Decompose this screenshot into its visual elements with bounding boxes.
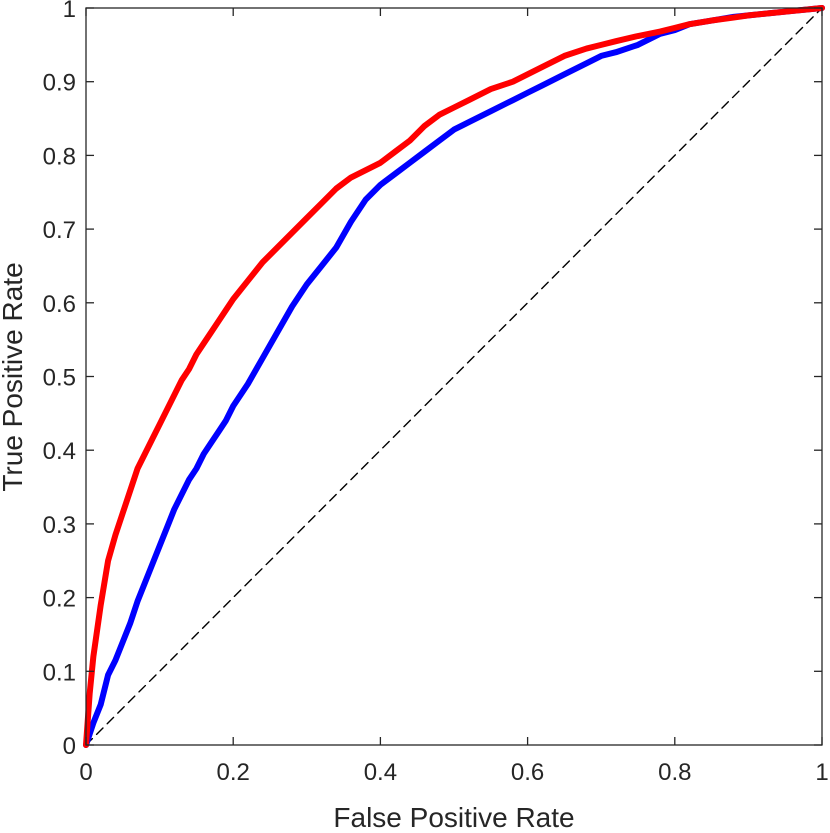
x-tick-label: 0.4	[364, 759, 397, 786]
x-tick-label: 0.8	[658, 759, 691, 786]
blue-roc-curve	[83, 5, 825, 748]
y-axis-label: True Positive Rate	[0, 262, 28, 491]
ticks-layer: 0 0.2 0.4 0.6 0.8 1 0 0.1 0.2 0.3 0.4 0.5 0.6 0.7 0.8 0…	[43, 0, 829, 786]
y-tick-label: 0.9	[43, 70, 76, 97]
y-tick-label: 0.7	[43, 217, 76, 244]
y-tick-label: 0.4	[43, 438, 76, 465]
y-tick-label: 0.1	[43, 659, 76, 686]
series-layer	[83, 5, 825, 748]
y-tick-label: 0	[63, 733, 76, 760]
x-tick-label: 0.6	[511, 759, 544, 786]
y-tick-label: 0.6	[43, 291, 76, 318]
y-tick-label: 0.8	[43, 143, 76, 170]
x-tick-label: 0	[79, 759, 92, 786]
y-tick-label: 0.3	[43, 512, 76, 539]
y-tick-label: 0.5	[43, 365, 76, 392]
red-roc-curve	[83, 5, 825, 748]
y-tick-label: 0.2	[43, 586, 76, 613]
chance-line	[85, 7, 823, 746]
x-tick-label: 1	[815, 759, 828, 786]
x-axis-label: False Positive Rate	[333, 802, 574, 833]
x-tick-label: 0.2	[217, 759, 250, 786]
y-tick-label: 1	[63, 0, 76, 23]
